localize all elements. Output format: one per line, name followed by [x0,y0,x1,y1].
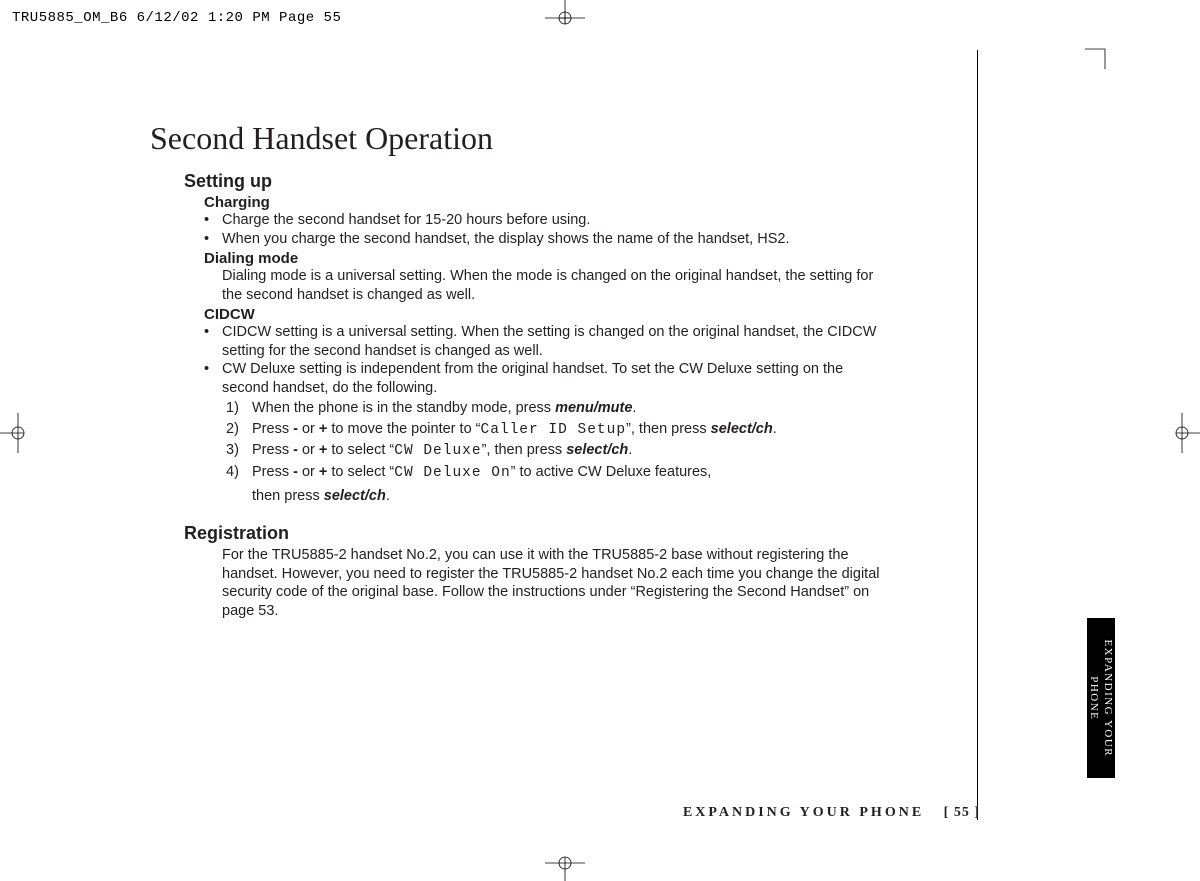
bullet-item: •CIDCW setting is a universal setting. W… [204,323,890,360]
print-meta-header: TRU5885_OM_B6 6/12/02 1:20 PM Page 55 [12,10,341,26]
page-footer: EXPANDING YOUR PHONE [ 55 ] [150,805,980,821]
crop-mark-bottom [540,849,590,881]
body-text: Dialing mode is a universal setting. Whe… [222,267,890,304]
numbered-step-continue: then press select/ch. [226,487,890,506]
heading-registration: Registration [184,523,890,544]
crop-mark-right [1168,408,1200,458]
page-number: [ 55 ] [944,805,980,820]
heading-cidcw: CIDCW [204,306,890,323]
page-content: Second Handset Operation Setting up Char… [150,120,890,620]
page-title: Second Handset Operation [150,120,890,157]
crop-corner-top-right [1085,45,1115,75]
numbered-step: 1) When the phone is in the standby mode… [226,399,890,418]
bullet-item: •When you charge the second handset, the… [204,230,890,249]
numbered-step: 4) Press - or + to select “CW Deluxe On”… [226,463,890,483]
heading-setting-up: Setting up [184,171,890,192]
page-right-rule [977,50,978,820]
numbered-step: 2) Press - or + to move the pointer to “… [226,420,890,440]
side-tab: EXPANDING YOURPHONE [1087,618,1115,778]
bullet-item: •CW Deluxe setting is independent from t… [204,360,890,397]
bullet-item: •Charge the second handset for 15-20 hou… [204,211,890,230]
crop-mark-left [0,408,32,458]
heading-charging: Charging [204,194,890,211]
crop-mark-top [540,0,590,32]
body-text: For the TRU5885-2 handset No.2, you can … [222,546,890,620]
heading-dialing-mode: Dialing mode [204,250,890,267]
numbered-step: 3) Press - or + to select “CW Deluxe”, t… [226,441,890,461]
footer-section-label: EXPANDING YOUR PHONE [683,805,924,820]
